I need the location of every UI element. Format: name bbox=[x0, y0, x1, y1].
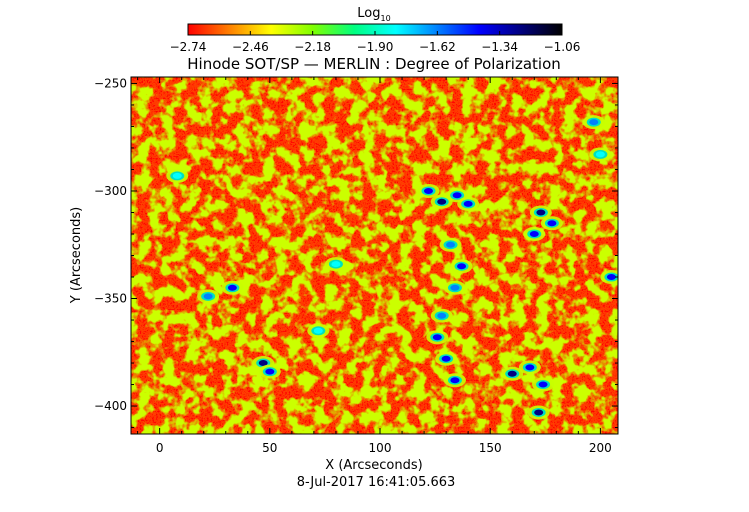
colorbar-tick-label: −2.46 bbox=[232, 40, 269, 54]
plot-area bbox=[131, 77, 618, 434]
feature-core bbox=[538, 381, 548, 388]
colorbar-tick-label: −1.90 bbox=[357, 40, 394, 54]
feature-core bbox=[441, 355, 451, 362]
feature-core bbox=[265, 368, 275, 375]
x-tick-label: 0 bbox=[156, 441, 164, 455]
feature-core bbox=[536, 209, 546, 216]
feature-core bbox=[437, 198, 447, 205]
feature-core bbox=[331, 261, 341, 268]
y-axis: −250 −300 −350 −400 bbox=[94, 76, 618, 429]
feature-core bbox=[606, 274, 616, 281]
x-tick-label: 200 bbox=[589, 441, 612, 455]
feature-core bbox=[507, 370, 517, 377]
feature-core bbox=[457, 263, 467, 270]
y-tick-label: −300 bbox=[94, 184, 127, 198]
feature-core bbox=[227, 284, 237, 291]
feature-core bbox=[463, 200, 473, 207]
feature-core bbox=[446, 241, 456, 248]
feature-core bbox=[534, 409, 544, 416]
feature-core bbox=[547, 220, 557, 227]
x-axis-label: X (Arcseconds) bbox=[325, 458, 422, 473]
colorbar: Log10 −2.74 −2.46 −2.18 −1.90 −1.62 −1.34 −1.0… bbox=[170, 6, 581, 54]
feature-core bbox=[172, 172, 182, 179]
colorbar-title: Log10 bbox=[357, 6, 390, 23]
colorbar-tick-label: −1.34 bbox=[481, 40, 518, 54]
colorbar-tick-label: −1.62 bbox=[419, 40, 456, 54]
feature-core bbox=[203, 293, 213, 300]
feature-core bbox=[432, 334, 442, 341]
feature-core bbox=[450, 377, 460, 384]
colorbar-tick-label: −1.06 bbox=[544, 40, 581, 54]
feature-core bbox=[452, 192, 462, 199]
feature-core bbox=[437, 312, 447, 319]
y-tick-label: −250 bbox=[94, 76, 127, 90]
feature-core bbox=[258, 360, 268, 367]
heatmap-features bbox=[166, 115, 618, 420]
timestamp: 8-Jul-2017 16:41:05.663 bbox=[297, 475, 456, 490]
feature-core bbox=[423, 187, 433, 194]
x-tick-label: 150 bbox=[479, 441, 502, 455]
y-tick-label: −400 bbox=[94, 399, 127, 413]
colorbar-tick-label: −2.18 bbox=[294, 40, 331, 54]
feature-core bbox=[595, 151, 605, 158]
x-tick-label: 50 bbox=[262, 441, 277, 455]
feature-core bbox=[525, 364, 535, 371]
heatmap-texture-yellow bbox=[131, 77, 618, 434]
x-tick-label: 100 bbox=[369, 441, 392, 455]
colorbar-title-sub: 10 bbox=[381, 14, 391, 23]
feature-core bbox=[313, 327, 323, 334]
y-axis-label: Y (Arcseconds) bbox=[69, 207, 84, 304]
feature-core bbox=[529, 230, 539, 237]
colorbar-ticks: −2.74 −2.46 −2.18 −1.90 −1.62 −1.34 −1.06 bbox=[170, 31, 581, 54]
colorbar-tick-label: −2.74 bbox=[170, 40, 207, 54]
x-axis: 0 50 100 150 200 bbox=[137, 77, 612, 455]
feature-core bbox=[450, 284, 460, 291]
y-tick-label: −350 bbox=[94, 292, 127, 306]
feature-core bbox=[589, 119, 599, 126]
chart-title: Hinode SOT/SP — MERLIN : Degree of Polar… bbox=[187, 55, 561, 73]
colorbar-title-main: Log bbox=[357, 6, 380, 21]
